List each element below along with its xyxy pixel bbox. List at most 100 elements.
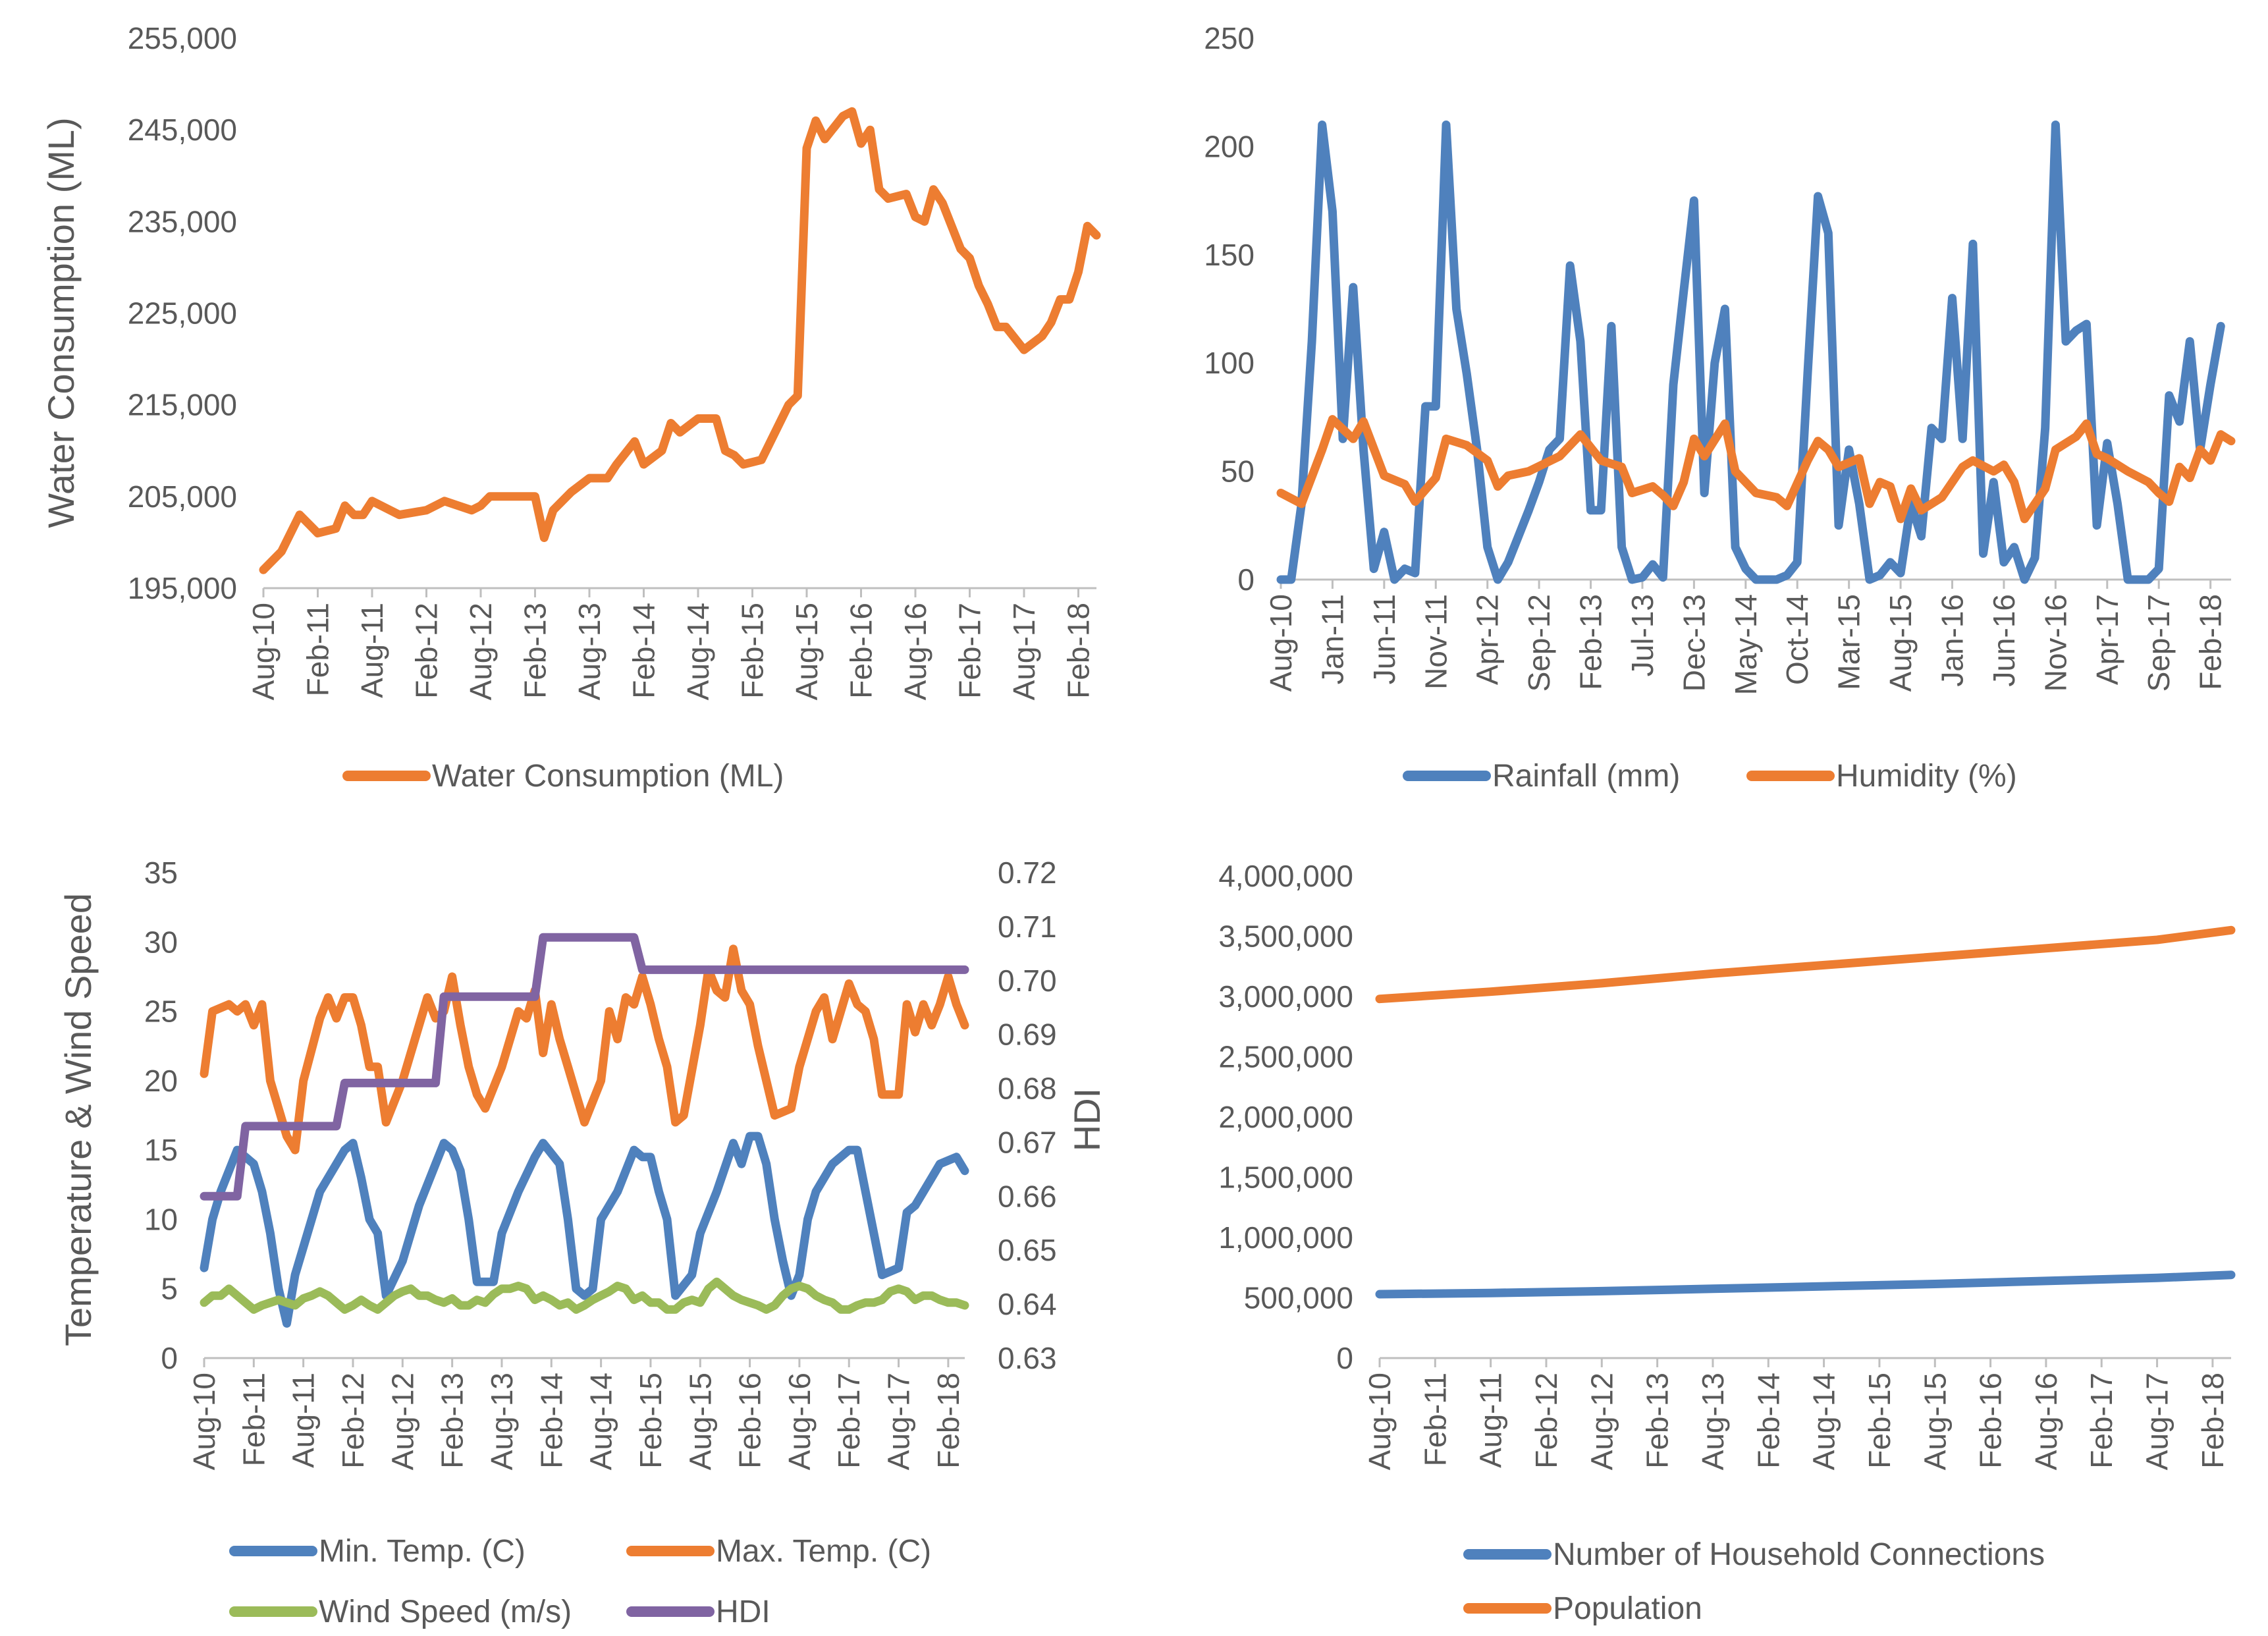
- x-tick-label: Sep-17: [2142, 594, 2176, 692]
- x-tick-label: Aug-17: [1007, 603, 1041, 700]
- series-line-wind-speed-m-s: [200, 1277, 969, 1314]
- x-tick-label: Aug-16: [782, 1373, 817, 1470]
- connections-population-chart: Aug-10 Feb-11 Aug-11 Feb-12 Aug-12 Feb-13 Aug-…: [1218, 859, 2236, 1626]
- x-tick-label: Feb-13: [435, 1373, 470, 1469]
- y2-tick-label: 0.66: [998, 1179, 1057, 1213]
- legend-item-min-temp-c: Min. Temp. (C): [229, 1534, 526, 1569]
- x-tick-label: Aug-10: [246, 603, 281, 700]
- x-tick-label: Feb-11: [1418, 1373, 1452, 1466]
- y2-tick-label: 0.71: [998, 910, 1057, 944]
- water-consumption-chart: Water Consumption (ML) Aug-10 Feb-11 Aug-1…: [40, 21, 1101, 794]
- series-line-water-consumption-ml: [259, 107, 1101, 574]
- legend-label: Max. Temp. (C): [716, 1534, 931, 1569]
- x-tick-label: Oct-14: [1780, 594, 1814, 685]
- x-tick-label: Feb-18: [2196, 1373, 2230, 1469]
- y-tick-label: 225,000: [128, 296, 237, 331]
- legend-item-hdi: HDI: [626, 1595, 770, 1629]
- series-line-humidity: [1276, 415, 2236, 524]
- x-tick-label: Aug-13: [1696, 1373, 1730, 1470]
- x-tick-label: Feb-17: [832, 1373, 866, 1469]
- x-tick-label: Aug-12: [464, 603, 498, 700]
- x-tick-label: Aug-10: [1264, 594, 1298, 692]
- x-tick-label: Jun-16: [1987, 594, 2021, 687]
- x-tick-label: Feb-12: [336, 1373, 370, 1469]
- legend-label: Min. Temp. (C): [319, 1534, 526, 1569]
- legend-item-max-temp-c: Max. Temp. (C): [626, 1534, 931, 1569]
- x-tick-label: Aug-15: [1918, 1373, 1952, 1470]
- x-tick-label: Aug-14: [584, 1373, 618, 1470]
- x-tick-label: Dec-13: [1677, 594, 1711, 692]
- legend-label: HDI: [716, 1595, 770, 1629]
- y-tick-label: 25: [144, 995, 178, 1029]
- legend-label: Number of Household Connections: [1553, 1537, 2045, 1572]
- legend-label: Rainfall (mm): [1492, 759, 1680, 794]
- x-tick-label: Jan-11: [1315, 594, 1349, 684]
- x-tick-label: Aug-10: [187, 1373, 221, 1470]
- series-line-hdi: [200, 933, 969, 1201]
- y-tick-label: 15: [144, 1133, 178, 1167]
- x-tick-label: Aug-16: [898, 603, 932, 700]
- y-tick-label: 0: [161, 1341, 178, 1375]
- y-tick-label: 20: [144, 1064, 178, 1098]
- series-line-min-temp-c: [200, 1132, 969, 1328]
- y-tick-label: 3,000,000: [1218, 979, 1353, 1014]
- x-tick-label: Feb-17: [2084, 1373, 2119, 1469]
- rainfall-humidity-chart: Aug-10 Jan-11 Jun-11 Nov-11 Apr-12 Sep-12 Feb-…: [1204, 21, 2236, 794]
- y-tick-label: 0: [1237, 562, 1255, 597]
- x-tick-label: Feb-16: [1974, 1373, 2008, 1469]
- legend-item-humidity: Humidity (%): [1746, 759, 2017, 794]
- x-tick-label: Feb-13: [1640, 1373, 1675, 1469]
- x-tick-label: Aug-11: [286, 1373, 321, 1468]
- legend-label: Wind Speed (m/s): [319, 1595, 572, 1629]
- x-tick-label: Nov-11: [1418, 594, 1453, 690]
- x-tick-label: Aug-12: [385, 1373, 419, 1470]
- x-tick-label: Aug-17: [882, 1373, 916, 1470]
- legend-label: Water Consumption (ML): [432, 759, 784, 794]
- x-tick-label: Aug-17: [2140, 1373, 2174, 1470]
- y2-tick-label: 0.68: [998, 1072, 1057, 1106]
- y2-tick-label: 0.72: [998, 856, 1057, 890]
- series-line-rainfall-mm: [1276, 121, 2225, 584]
- x-tick-label: Aug-14: [681, 603, 715, 700]
- x-tick-label: Apr-17: [2090, 594, 2124, 685]
- series-line-max-temp-c: [200, 944, 969, 1155]
- x-tick-label: Feb-18: [1062, 603, 1096, 699]
- legend-label: Humidity (%): [1836, 759, 2017, 794]
- x-tick-label: Feb-12: [410, 603, 444, 699]
- x-tick-label: Feb-15: [1862, 1373, 1897, 1469]
- x-tick-label: Aug-14: [1807, 1373, 1841, 1470]
- y-tick-label: 1,500,000: [1218, 1160, 1353, 1195]
- y-tick-label: 100: [1204, 346, 1255, 380]
- x-tick-label: Sep-12: [1522, 594, 1556, 692]
- legend-item-rainfall-mm: Rainfall (mm): [1403, 759, 1680, 794]
- series-line-population: [1375, 925, 2236, 1004]
- x-tick-label: Jul-13: [1625, 594, 1660, 676]
- x-tick-label: Feb-16: [733, 1373, 767, 1469]
- x-tick-label: Jun-11: [1367, 594, 1401, 684]
- y2-tick-label: 0.67: [998, 1125, 1057, 1159]
- x-tick-label: Aug-10: [1363, 1373, 1397, 1470]
- y2-tick-label: 0.64: [998, 1287, 1057, 1321]
- legend-item-number-of-household-connections: Number of Household Connections: [1463, 1537, 2045, 1572]
- y-tick-label: 2,000,000: [1218, 1100, 1353, 1134]
- x-tick-label: Feb-11: [236, 1373, 271, 1466]
- y-tick-label: 1,000,000: [1218, 1220, 1353, 1255]
- x-tick-label: Feb-17: [953, 603, 987, 699]
- x-tick-label: Feb-15: [736, 603, 770, 699]
- y-tick-label: 50: [1221, 454, 1255, 489]
- secondary-y-axis-title: HDI: [1066, 1088, 1108, 1151]
- y-tick-label: 10: [144, 1202, 178, 1236]
- y-tick-label: 195,000: [128, 571, 237, 605]
- y2-tick-label: 0.63: [998, 1341, 1057, 1375]
- legend-item-water-consumption-ml: Water Consumption (ML): [342, 759, 784, 794]
- series-line-number-of-household-connections: [1375, 1270, 2236, 1299]
- y-tick-label: 4,000,000: [1218, 859, 1353, 893]
- temperature-wind-hdi-chart: Temperature & Wind Speed HDI Aug-10 Feb-1…: [57, 856, 1108, 1629]
- x-tick-label: Aug-15: [1883, 594, 1918, 692]
- y-tick-label: 205,000: [128, 479, 237, 514]
- x-tick-label: Feb-14: [534, 1373, 568, 1469]
- x-tick-label: Feb-16: [844, 603, 878, 699]
- x-tick-label: Aug-11: [1474, 1373, 1508, 1468]
- x-tick-label: May-14: [1729, 594, 1763, 695]
